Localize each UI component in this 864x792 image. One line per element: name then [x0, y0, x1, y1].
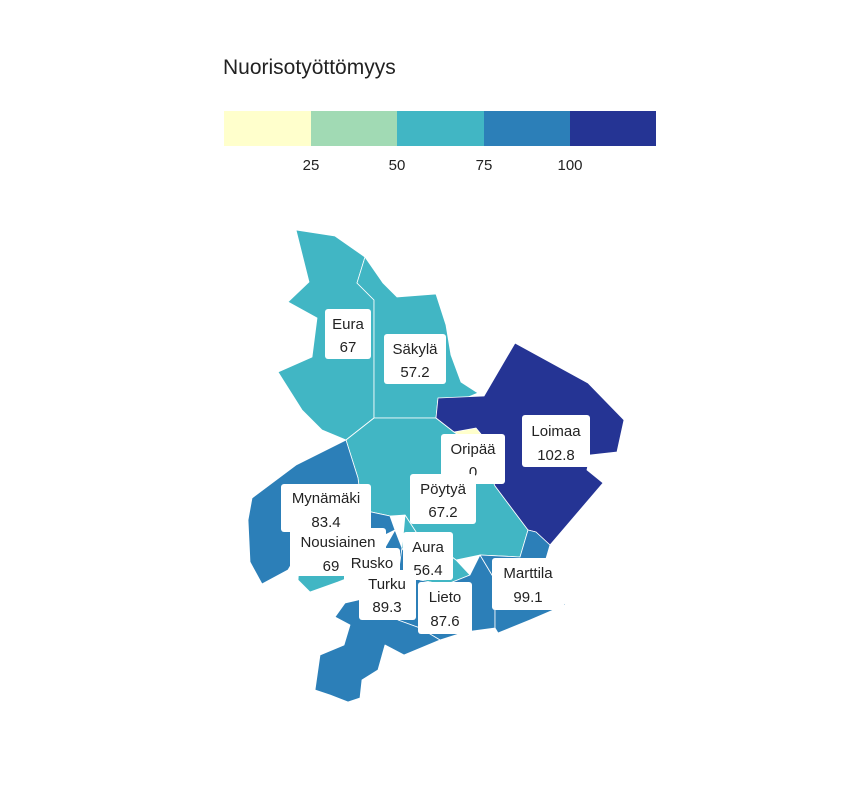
legend-bin-4 — [484, 111, 570, 146]
label-name: Nousiainen — [300, 534, 375, 551]
label-name: Lieto — [429, 589, 462, 606]
legend-ticks: 25 50 75 100 — [303, 157, 583, 174]
label-value: 89.3 — [372, 599, 401, 616]
legend-tick: 25 — [303, 157, 320, 174]
label-oripaa: Oripää 0 — [441, 434, 505, 484]
label-eura: Eura 67 — [325, 309, 371, 359]
label-value: 99.1 — [513, 589, 542, 606]
legend-tick: 50 — [389, 157, 406, 174]
label-name: Pöytyä — [420, 481, 467, 498]
label-value: 0 — [469, 464, 477, 481]
label-loimaa: Loimaa 102.8 — [522, 415, 590, 467]
legend-bin-5 — [570, 111, 656, 146]
label-name: Eura — [332, 316, 364, 333]
label-value: 56.4 — [413, 562, 442, 579]
region-turku[interactable] — [314, 574, 441, 703]
label-value: 57.2 — [400, 364, 429, 381]
label-value: 102.8 — [537, 447, 575, 464]
label-value: 67.2 — [428, 504, 457, 521]
legend-tick: 100 — [557, 157, 582, 174]
legend-bin-1 — [224, 111, 311, 146]
label-value: 67 — [340, 339, 357, 356]
legend-colorbar — [224, 111, 656, 146]
label-turku: Turku 89.3 — [359, 570, 416, 620]
label-value: 87.6 — [430, 613, 459, 630]
legend-tick: 75 — [476, 157, 493, 174]
label-value: 69 — [323, 558, 340, 575]
legend-title: Nuorisotyöttömyys — [223, 56, 396, 79]
label-mynamaki: Mynämäki 83.4 — [281, 484, 371, 532]
label-name: Rusko — [351, 555, 394, 572]
label-name: Aura — [412, 539, 444, 556]
label-name: Oripää — [450, 441, 496, 458]
label-marttila: Marttila 99.1 — [492, 558, 564, 610]
region-labels: Eura 67 Säkylä 57.2 Loimaa 102.8 Oripää … — [281, 309, 590, 634]
label-value: 83.4 — [311, 514, 340, 531]
label-poytya: Pöytyä 67.2 — [410, 474, 476, 524]
label-lieto: Lieto 87.6 — [418, 582, 472, 634]
legend-bin-3 — [397, 111, 484, 146]
label-name: Marttila — [503, 565, 553, 582]
label-aura: Aura 56.4 — [403, 532, 453, 580]
legend-bin-2 — [311, 111, 397, 146]
label-name: Mynämäki — [292, 490, 360, 507]
label-name: Turku — [368, 576, 406, 593]
label-name: Säkylä — [392, 341, 438, 358]
label-sakyla: Säkylä 57.2 — [384, 334, 446, 384]
label-name: Loimaa — [531, 423, 581, 440]
